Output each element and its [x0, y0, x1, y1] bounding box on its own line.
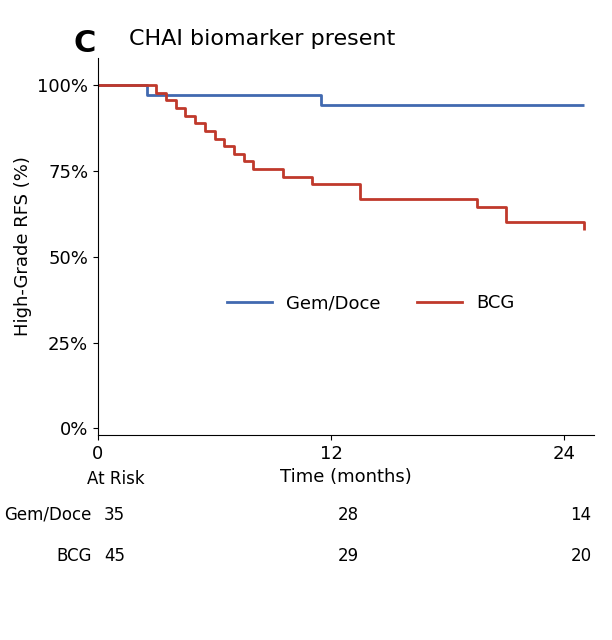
Text: 29: 29: [337, 547, 359, 565]
Text: Gem/Doce: Gem/Doce: [4, 506, 92, 524]
Text: At Risk: At Risk: [88, 470, 145, 488]
Text: BCG: BCG: [56, 547, 92, 565]
Text: 28: 28: [337, 506, 359, 524]
X-axis label: Time (months): Time (months): [280, 468, 412, 486]
Legend: Gem/Doce, BCG: Gem/Doce, BCG: [219, 287, 522, 319]
Text: CHAI biomarker present: CHAI biomarker present: [129, 29, 395, 49]
Y-axis label: High-Grade RFS (%): High-Grade RFS (%): [13, 156, 32, 337]
Text: 45: 45: [104, 547, 125, 565]
Text: C: C: [73, 29, 96, 58]
Text: 14: 14: [570, 506, 592, 524]
Text: 20: 20: [570, 547, 592, 565]
Text: 35: 35: [104, 506, 125, 524]
